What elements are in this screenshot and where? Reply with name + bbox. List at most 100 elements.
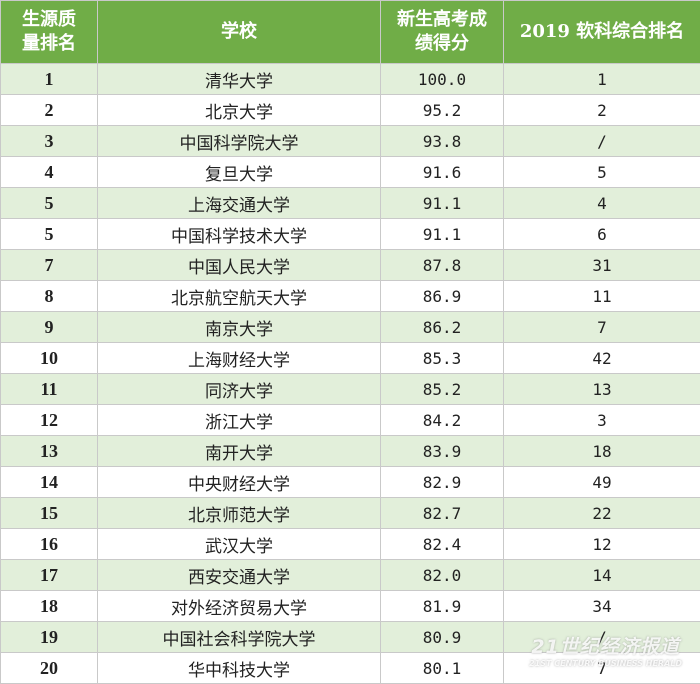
watermark-title: 21世纪经济报道 xyxy=(531,636,680,658)
table-cell: 南京大学 xyxy=(97,311,381,343)
table-cell: 80.9 xyxy=(380,621,504,653)
table-cell: 7 xyxy=(0,249,98,281)
table-cell: 中央财经大学 xyxy=(97,466,381,498)
table-cell: 西安交通大学 xyxy=(97,559,381,591)
table-row: 3 中国科学院大学 93.8/ xyxy=(0,125,700,157)
table-cell: 5 xyxy=(503,156,700,188)
table-cell: 82.4 xyxy=(380,528,504,560)
header-cell: 学校 xyxy=(97,0,381,64)
header-line: 绩得分 xyxy=(415,33,469,54)
header-line: 学校 xyxy=(221,21,257,42)
table-cell: 100.0 xyxy=(380,63,504,95)
table-cell: 2 xyxy=(503,94,700,126)
table-cell: 武汉大学 xyxy=(97,528,381,560)
table-cell: 10 xyxy=(0,342,98,374)
table-cell: 87.8 xyxy=(380,249,504,281)
table-cell: 中国科学技术大学 xyxy=(97,218,381,250)
table-cell: 86.2 xyxy=(380,311,504,343)
table-cell: 5 xyxy=(0,187,98,219)
header-cell: 生源质 量排名 xyxy=(0,0,98,64)
table-cell: 2 xyxy=(0,94,98,126)
header-line: 生源质 xyxy=(22,9,76,30)
table-row: 14 中央财经大学 82.9 49 xyxy=(0,466,700,498)
table-cell: 11 xyxy=(503,280,700,312)
table-cell: 82.7 xyxy=(380,497,504,529)
table-cell: 中国科学院大学 xyxy=(97,125,381,157)
table-cell: 4 xyxy=(0,156,98,188)
table-cell: 12 xyxy=(503,528,700,560)
table-cell: 13 xyxy=(503,373,700,405)
table-cell: 1 xyxy=(503,63,700,95)
table-cell: 18 xyxy=(0,590,98,622)
table-cell: 8 xyxy=(0,280,98,312)
table-cell: 17 xyxy=(0,559,98,591)
table-cell: 华中科技大学 xyxy=(97,652,381,684)
header-line: 量排名 xyxy=(22,33,76,54)
table-cell: 1 xyxy=(0,63,98,95)
table-cell: 85.3 xyxy=(380,342,504,374)
table-row: 7 中国人民大学 87.8 31 xyxy=(0,249,700,281)
header-cell: 新生高考成 绩得分 xyxy=(380,0,504,64)
table-cell: 上海财经大学 xyxy=(97,342,381,374)
table-cell: 84.2 xyxy=(380,404,504,436)
table-cell: 82.9 xyxy=(380,466,504,498)
watermark: 21世纪经济报道 21ST CENTURY BUSINESS HERALD xyxy=(529,632,682,668)
table-cell: 中国人民大学 xyxy=(97,249,381,281)
table-body: 1 清华大学 100.0 1 2 北京大学 95.2 2 3 中国科学院大学 93.8/4 复旦大学 9… xyxy=(0,63,700,684)
table-cell: 7 xyxy=(503,311,700,343)
table-cell: 82.0 xyxy=(380,559,504,591)
table-cell: 北京航空航天大学 xyxy=(97,280,381,312)
table-cell: 81.9 xyxy=(380,590,504,622)
table-cell: 34 xyxy=(503,590,700,622)
table-cell: 7 xyxy=(503,652,700,684)
table-cell: 9 xyxy=(0,311,98,343)
table-cell: 清华大学 xyxy=(97,63,381,95)
table-cell: 49 xyxy=(503,466,700,498)
table-cell: 22 xyxy=(503,497,700,529)
table-row: 10 上海财经大学 85.3 42 xyxy=(0,342,700,374)
table-cell: 3 xyxy=(0,125,98,157)
table-row: 11 同济大学 85.2 13 xyxy=(0,373,700,405)
table-row: 8 北京航空航天大学 86.9 11 xyxy=(0,280,700,312)
table-row: 18 对外经济贸易大学 81.9 34 xyxy=(0,590,700,622)
header-line: 2019 软科综合排名 xyxy=(519,21,685,42)
table-cell: 浙江大学 xyxy=(97,404,381,436)
watermark-subtitle: 21ST CENTURY BUSINESS HERALD xyxy=(529,659,682,668)
table-cell: 中国社会科学院大学 xyxy=(97,621,381,653)
table-row: 5 中国科学技术大学 91.1 6 xyxy=(0,218,700,250)
table-cell: 15 xyxy=(0,497,98,529)
header-cell: 2019 软科综合排名 xyxy=(503,0,700,64)
table-cell: 95.2 xyxy=(380,94,504,126)
table-cell: 91.1 xyxy=(380,218,504,250)
table-cell: 18 xyxy=(503,435,700,467)
table-cell: 14 xyxy=(0,466,98,498)
table-row: 15 北京师范大学 82.7 22 xyxy=(0,497,700,529)
table-cell: 5 xyxy=(0,218,98,250)
table-cell: 复旦大学 xyxy=(97,156,381,188)
table-cell: 19 xyxy=(0,621,98,653)
table-cell: 91.6 xyxy=(380,156,504,188)
table-cell: 对外经济贸易大学 xyxy=(97,590,381,622)
table-row: 17 西安交通大学 82.0 14 xyxy=(0,559,700,591)
table-cell: 16 xyxy=(0,528,98,560)
table-cell: 31 xyxy=(503,249,700,281)
table-cell: 3 xyxy=(503,404,700,436)
table-cell: 91.1 xyxy=(380,187,504,219)
table-cell: 83.9 xyxy=(380,435,504,467)
table-cell: 12 xyxy=(0,404,98,436)
table-row: 19 中国社会科学院大学 80.9/ xyxy=(0,621,700,653)
table-row: 9 南京大学 86.2 7 xyxy=(0,311,700,343)
table-cell: 14 xyxy=(503,559,700,591)
table-row: 4 复旦大学 91.6 5 xyxy=(0,156,700,188)
table-cell: 6 xyxy=(503,218,700,250)
table-cell: 80.1 xyxy=(380,652,504,684)
table-row: 12 浙江大学 84.2 3 xyxy=(0,404,700,436)
table-cell: 13 xyxy=(0,435,98,467)
table-cell: 86.9 xyxy=(380,280,504,312)
table-row: 13 南开大学 83.9 18 xyxy=(0,435,700,467)
table-row: 2 北京大学 95.2 2 xyxy=(0,94,700,126)
table-cell: 南开大学 xyxy=(97,435,381,467)
table-cell: 93.8 xyxy=(380,125,504,157)
